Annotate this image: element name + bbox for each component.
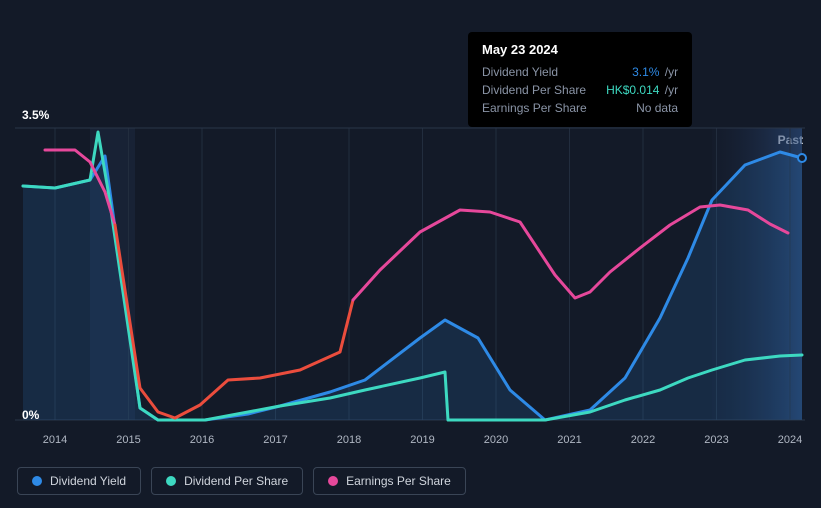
legend-item[interactable]: Earnings Per Share xyxy=(313,467,466,495)
y-axis-label: 0% xyxy=(22,408,39,422)
tooltip-date: May 23 2024 xyxy=(482,42,678,57)
legend-item[interactable]: Dividend Yield xyxy=(17,467,141,495)
x-axis-label: 2017 xyxy=(263,434,287,446)
x-axis-label: 2021 xyxy=(557,434,581,446)
tooltip-row-label: Dividend Yield xyxy=(482,65,558,79)
tooltip-row: Dividend Yield 3.1% /yr xyxy=(482,63,678,81)
x-axis-label: 2024 xyxy=(778,434,802,446)
legend-dot-icon xyxy=(32,476,42,486)
tooltip-row-label: Dividend Per Share xyxy=(482,83,586,97)
legend-label: Dividend Yield xyxy=(50,474,126,488)
chart-tooltip: May 23 2024 Dividend Yield3.1% /yrDivide… xyxy=(468,32,692,127)
tooltip-row-value: HK$0.014 /yr xyxy=(606,83,678,97)
x-axis-label: 2023 xyxy=(704,434,728,446)
tooltip-row: Dividend Per Share HK$0.014 /yr xyxy=(482,81,678,99)
x-axis-label: 2020 xyxy=(484,434,508,446)
tooltip-row-value: No data xyxy=(636,101,678,115)
tooltip-row-value: 3.1% /yr xyxy=(632,65,678,79)
x-axis-label: 2018 xyxy=(337,434,361,446)
chart-svg xyxy=(0,0,821,460)
x-axis-label: 2022 xyxy=(631,434,655,446)
x-axis-label: 2015 xyxy=(116,434,140,446)
legend-dot-icon xyxy=(328,476,338,486)
legend: Dividend Yield Dividend Per Share Earnings… xyxy=(17,467,466,495)
x-axis-label: 2014 xyxy=(43,434,67,446)
legend-label: Dividend Per Share xyxy=(184,474,288,488)
y-axis-label: 3.5% xyxy=(22,108,49,122)
tooltip-row: Earnings Per Share No data xyxy=(482,99,678,117)
legend-item[interactable]: Dividend Per Share xyxy=(151,467,303,495)
legend-dot-icon xyxy=(166,476,176,486)
x-axis-label: 2019 xyxy=(410,434,434,446)
tooltip-row-label: Earnings Per Share xyxy=(482,101,587,115)
legend-label: Earnings Per Share xyxy=(346,474,451,488)
x-axis-label: 2016 xyxy=(190,434,214,446)
